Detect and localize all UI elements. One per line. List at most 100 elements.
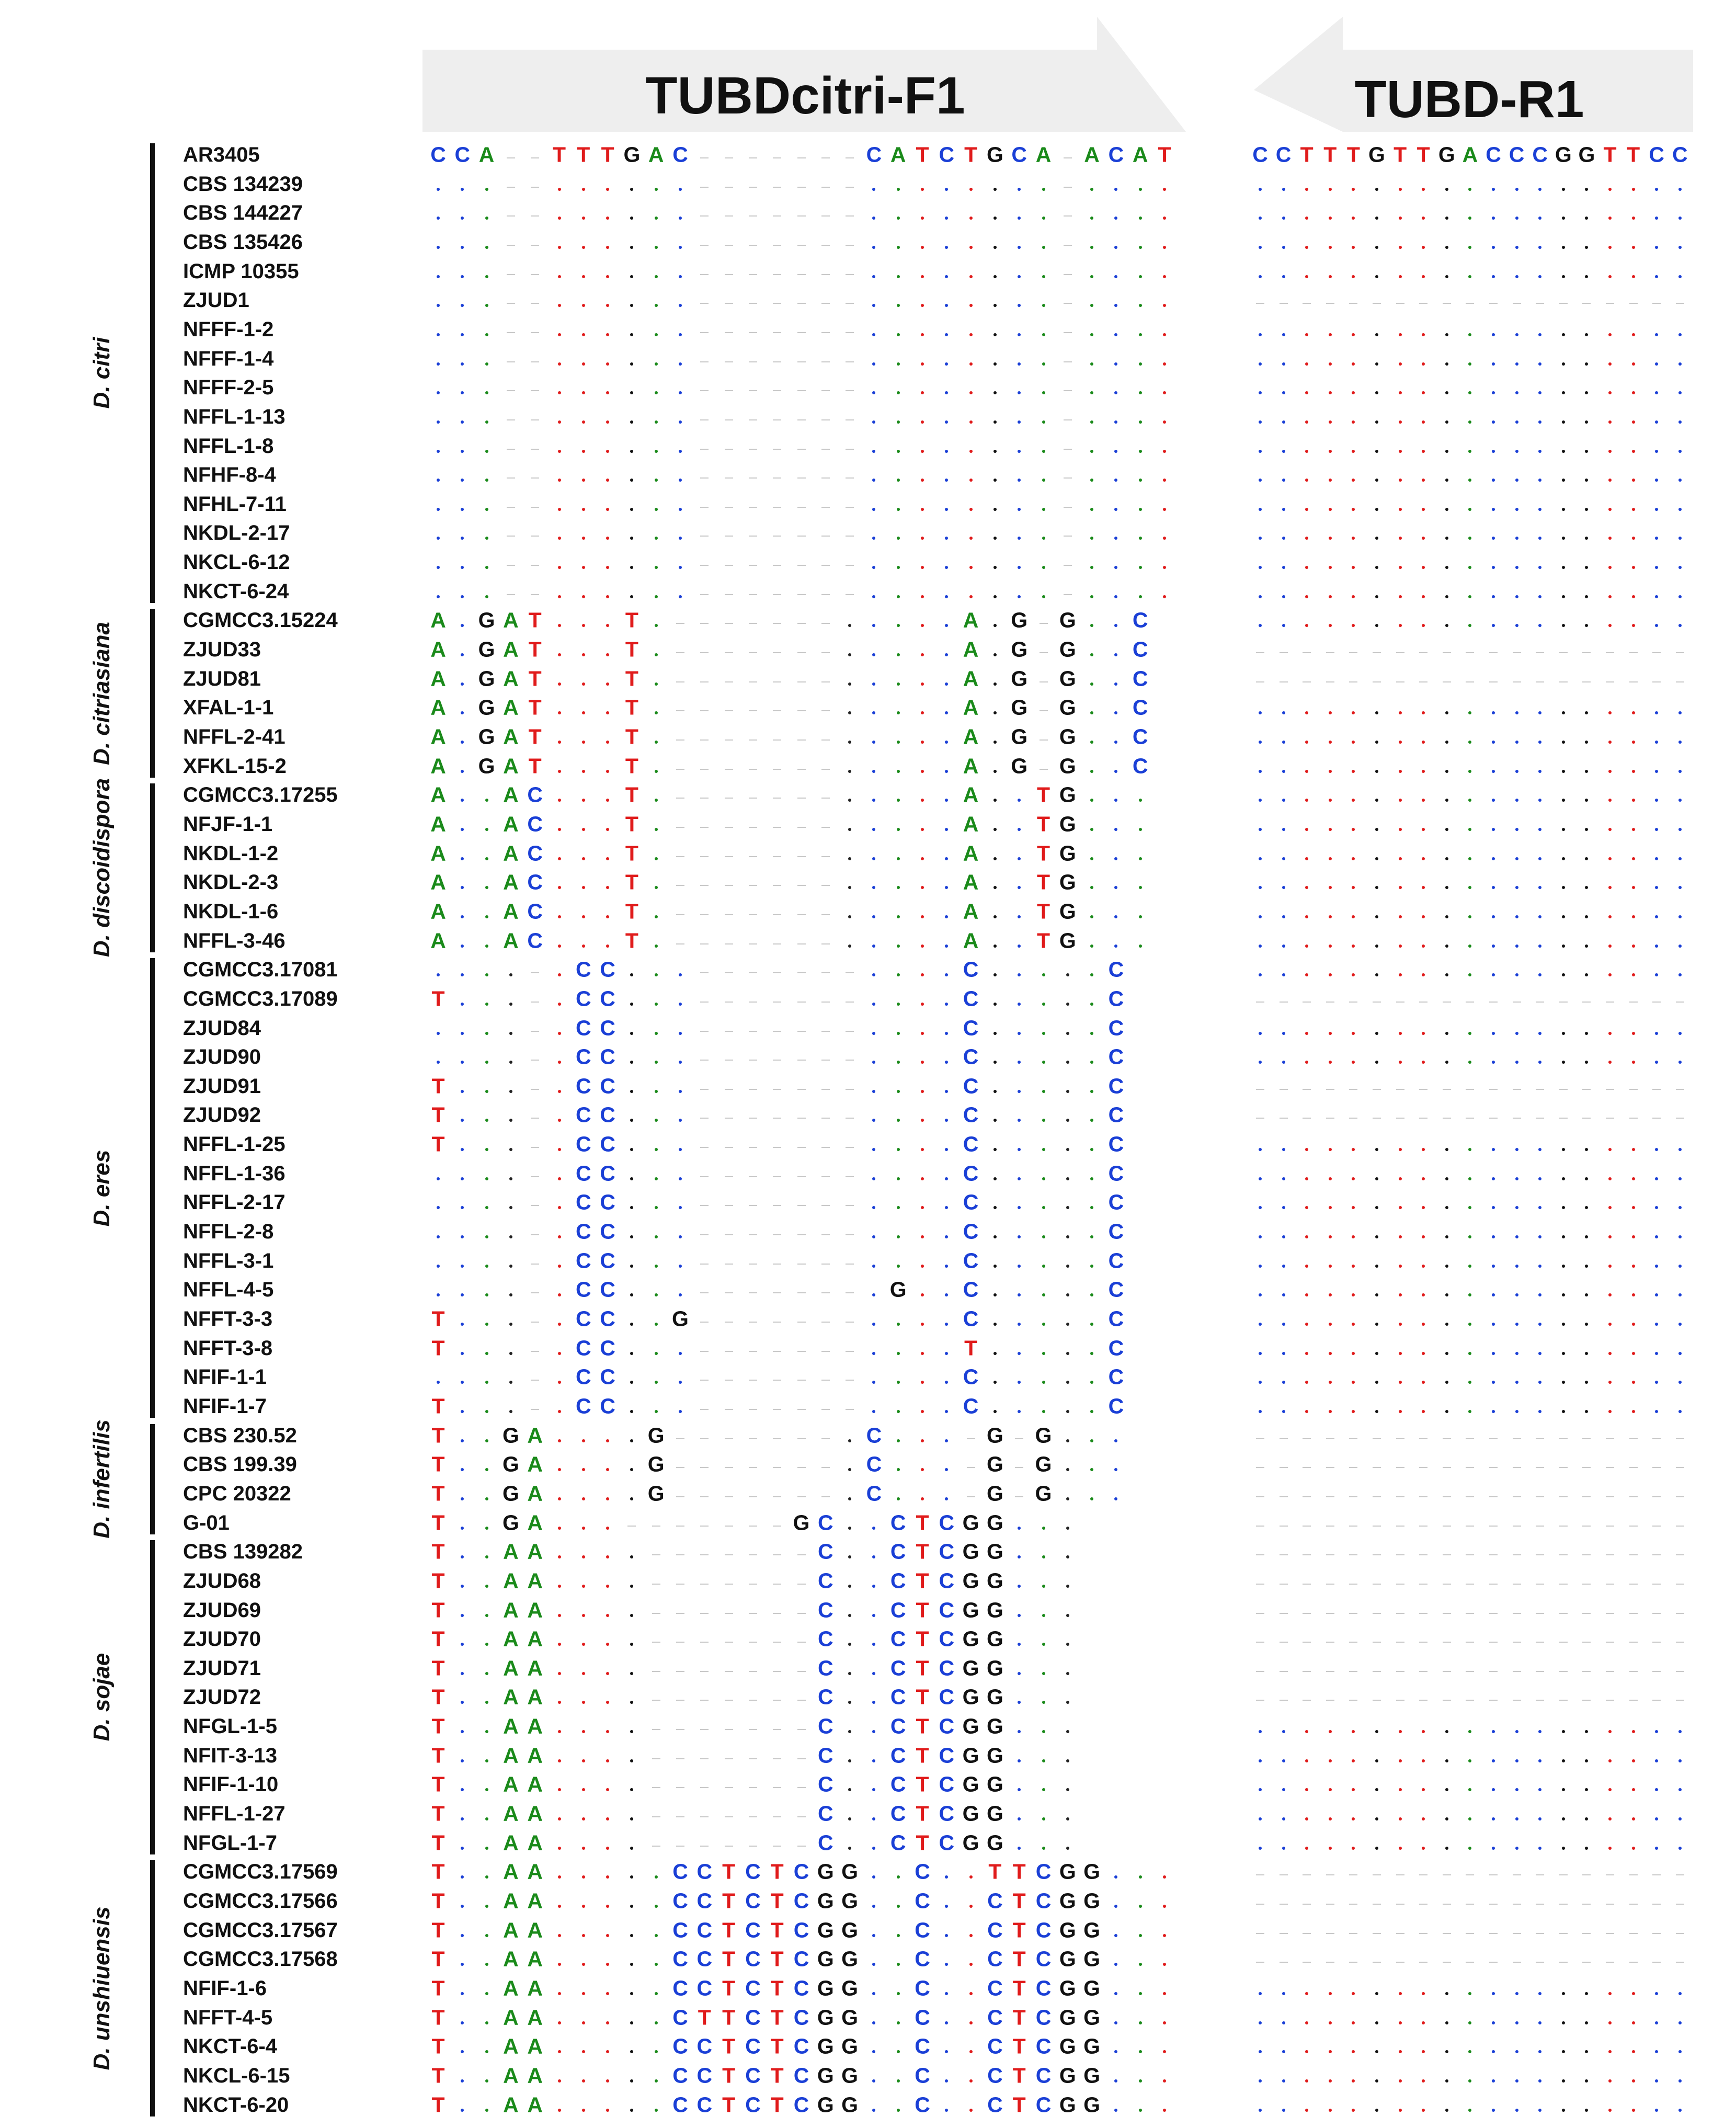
r1-gap: [1512, 303, 1521, 304]
f1-match-dot: [557, 1439, 561, 1442]
r1-gap: [1279, 1962, 1288, 1963]
f1-gap: [724, 710, 733, 712]
r1-match-dot: [1282, 2079, 1285, 2083]
r1-match-dot: [1678, 1759, 1682, 1762]
f1-base: C: [600, 1219, 615, 1244]
f1-base: G: [841, 2034, 859, 2058]
f1-match-dot: [461, 362, 464, 366]
f1-gap: [748, 215, 757, 217]
f1-gap: [773, 1001, 782, 1003]
r1-gap: [1466, 1496, 1475, 1497]
f1-base: C: [696, 2092, 713, 2117]
f1-match-dot: [1066, 1381, 1069, 1384]
f1-match-dot: [1114, 857, 1118, 860]
f1-gap: [773, 710, 782, 712]
f1-base: C: [1035, 2005, 1052, 2030]
f1-match-dot: [485, 187, 488, 191]
r1-match-dot: [1398, 362, 1402, 366]
f1-match-dot: [557, 1351, 561, 1355]
f1-base: A: [963, 928, 979, 953]
f1-gap: [797, 681, 806, 682]
f1-match-dot: [557, 1148, 561, 1152]
r1-match-dot: [1678, 1061, 1682, 1064]
f1-match-dot: [1042, 275, 1045, 278]
f1-match-dot: [1018, 1148, 1021, 1152]
r1-match-dot: [1492, 1817, 1495, 1821]
f1-match-dot: [630, 1351, 634, 1355]
r1-gap: [1606, 1904, 1614, 1905]
f1-match-dot: [921, 624, 924, 628]
r1-gap: [1629, 1438, 1638, 1439]
f1-gap: [700, 1060, 709, 1061]
f1-base: C: [939, 1743, 955, 1768]
r1-gap: [1419, 1118, 1428, 1119]
f1-match-dot: [896, 245, 900, 249]
r1-match-dot: [1631, 275, 1635, 278]
r1-base: T: [1346, 142, 1360, 167]
f1-base: G: [1059, 637, 1076, 662]
r1-gap: [1559, 1467, 1568, 1469]
r1-match-dot: [1538, 1323, 1542, 1326]
r1-match-dot: [1305, 1817, 1309, 1821]
f1-base: C: [745, 1918, 761, 1942]
r1-gap: [1489, 1438, 1498, 1439]
f1-gap: [773, 1787, 782, 1789]
r1-gap: [1279, 1525, 1288, 1527]
r1-match-dot: [1305, 1788, 1309, 1792]
f1-match-dot: [969, 595, 973, 598]
f1-match-dot: [848, 1817, 852, 1821]
r1-gap: [1606, 1642, 1614, 1643]
f1-base: T: [916, 1598, 929, 1622]
f1-gap: [846, 1292, 854, 1294]
f1-match-dot: [1018, 304, 1021, 308]
r1-gap: [1279, 1612, 1288, 1614]
f1-match-dot: [921, 1468, 924, 1472]
f1-gap: [700, 798, 709, 799]
r1-match-dot: [1328, 624, 1332, 628]
f1-base: T: [431, 1859, 445, 1884]
f1-match-dot: [630, 1148, 634, 1152]
f1-base: C: [1035, 1918, 1052, 1942]
f1-base: G: [1059, 841, 1076, 866]
f1-match-dot: [945, 653, 949, 657]
strain-label: CGMCC3.17568: [183, 1948, 338, 1971]
r1-gap: [1256, 1496, 1264, 1497]
r1-match-dot: [1608, 275, 1612, 278]
f1-base: C: [600, 986, 615, 1011]
f1-match-dot: [461, 1293, 464, 1297]
f1-match-dot: [630, 1409, 634, 1413]
r1-match-dot: [1328, 537, 1332, 540]
r1-gap: [1652, 1904, 1661, 1905]
f1-base: A: [963, 637, 979, 662]
r1-match-dot: [1398, 2050, 1402, 2054]
r1-match-dot: [1422, 187, 1425, 191]
f1-base: T: [1036, 782, 1050, 807]
f1-gap: [531, 157, 540, 158]
r1-match-dot: [1538, 973, 1542, 977]
f1-gap: [846, 1060, 854, 1061]
r1-match-dot: [1375, 1148, 1378, 1152]
strain-label: ZJUD71: [183, 1656, 261, 1680]
f1-base: G: [962, 1685, 979, 1709]
r1-gap: [1606, 1612, 1614, 1614]
r1-gap: [1303, 1932, 1311, 1934]
r1-match-dot: [1468, 449, 1472, 453]
f1-match-dot: [1066, 1293, 1069, 1297]
r1-gap: [1256, 1001, 1264, 1003]
r1-match-dot: [1538, 333, 1542, 336]
f1-match-dot: [437, 479, 440, 482]
r1-match-dot: [1538, 2079, 1542, 2083]
f1-gap: [773, 1612, 782, 1614]
r1-gap: [1582, 303, 1591, 304]
r1-match-dot: [1678, 711, 1682, 715]
f1-match-dot: [581, 566, 585, 570]
f1-match-dot: [872, 1323, 876, 1326]
f1-match-dot: [654, 1089, 658, 1093]
f1-match-dot: [921, 1497, 924, 1500]
f1-match-dot: [1090, 653, 1094, 657]
f1-match-dot: [1066, 1846, 1069, 1850]
f1-gap: [748, 157, 757, 158]
f1-match-dot: [872, 479, 876, 482]
f1-gap: [748, 1670, 757, 1672]
f1-gap: [748, 1612, 757, 1614]
